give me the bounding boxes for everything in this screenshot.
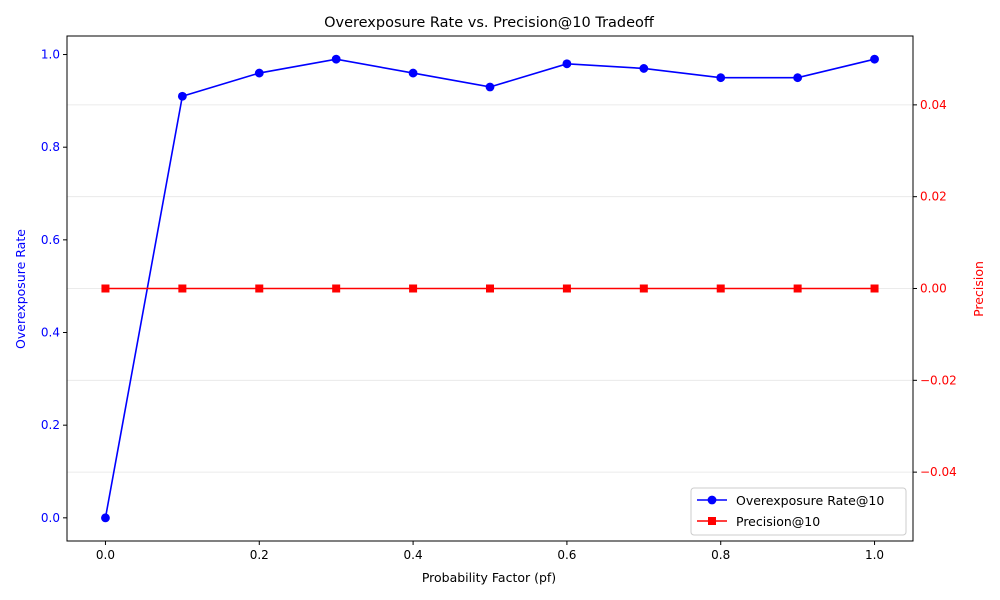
data-point [716, 284, 725, 293]
data-point [331, 54, 341, 64]
data-point [101, 284, 110, 293]
data-point [486, 284, 494, 293]
chart-title: Overexposure Rate vs. Precision@10 Trade… [324, 15, 655, 31]
data-point [332, 284, 341, 293]
y-axis-left-label: Overexposure Rate [13, 229, 28, 349]
y-left-tick-label: 0.8 [41, 140, 60, 154]
data-point [255, 284, 264, 293]
data-point [485, 82, 495, 92]
y-right-tick-label: 0.02 [920, 190, 947, 204]
legend-marker-overexposure [707, 495, 717, 505]
legend: Overexposure Rate@10 Precision@10 [690, 487, 907, 536]
x-tick-label: 0.8 [711, 548, 730, 562]
data-point [254, 68, 264, 78]
x-tick-label: 0.2 [250, 548, 269, 562]
data-point [178, 284, 187, 293]
y-left-tick-label: 1.0 [41, 48, 60, 62]
data-point [639, 64, 649, 73]
x-tick-label: 0.4 [404, 548, 423, 562]
legend-marker-precision [708, 517, 716, 525]
data-point [870, 284, 879, 293]
legend-label-precision: Precision@10 [736, 514, 820, 529]
x-tick-label: 0.6 [557, 548, 576, 562]
y-right-tick-label: −0.02 [920, 373, 957, 387]
y-left-tick-label: 0.4 [41, 326, 60, 340]
data-point [101, 513, 110, 523]
data-point [793, 73, 803, 83]
x-tick-label: 1.0 [865, 548, 884, 562]
series-layer [101, 54, 879, 523]
data-point [639, 284, 648, 293]
y-left-tick-label: 0.6 [41, 233, 60, 247]
data-point [562, 59, 572, 69]
data-point [409, 284, 418, 293]
y-right-tick-label: 0.00 [920, 282, 947, 296]
data-point [793, 284, 802, 293]
y-right-tick-label: 0.04 [920, 98, 947, 112]
legend-label-overexposure: Overexposure Rate@10 [736, 493, 884, 508]
x-tick-label: 0.0 [96, 548, 115, 562]
data-point [716, 73, 726, 83]
y-left-tick-label: 0.0 [41, 511, 60, 525]
x-axis: 0.0 0.2 0.4 0.6 0.8 1.0 [96, 541, 884, 562]
data-point [408, 68, 418, 78]
y-axis-right-label: Precision [971, 261, 986, 317]
y-right-tick-label: −0.04 [920, 465, 957, 479]
legend-box [690, 487, 907, 536]
data-point [177, 91, 187, 101]
data-point [870, 54, 879, 64]
y-axis-left: 0.0 0.2 0.4 0.6 0.8 1.0 [41, 48, 67, 525]
data-point [562, 284, 571, 293]
y-left-tick-label: 0.2 [41, 418, 60, 432]
x-axis-label: Probability Factor (pf) [422, 570, 556, 585]
y-axis-right: −0.04 −0.02 0.00 0.02 0.04 [913, 98, 957, 479]
